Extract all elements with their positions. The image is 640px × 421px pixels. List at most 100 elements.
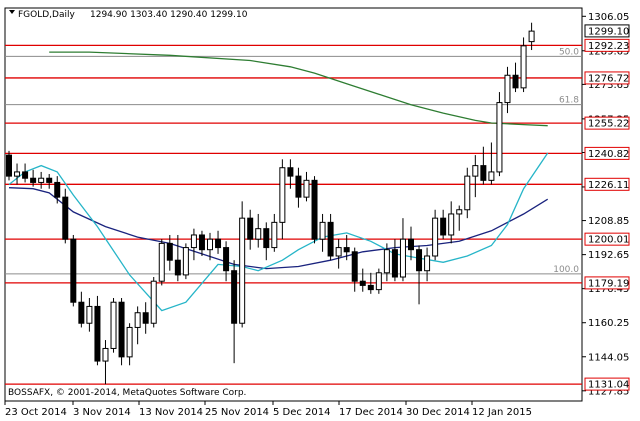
candle-body: [158, 242, 165, 282]
candle-body: [150, 280, 157, 324]
candle-body: [223, 247, 230, 272]
y-tick-label: 1176.45: [588, 284, 629, 295]
ohlc-readout: 1294.90 1303.40 1290.40 1299.10: [90, 10, 248, 20]
candlesticks: [6, 22, 535, 385]
x-tick-label: 5 Dec 2014: [273, 407, 331, 418]
sr-price-box: [584, 177, 630, 191]
candle-body: [110, 301, 117, 349]
moving-average-line: [49, 51, 548, 127]
candle-body: [102, 347, 109, 362]
sr-price-label: 1200.01: [588, 235, 629, 246]
current-price-label: 1299.10: [588, 26, 629, 37]
sr-price-box: [584, 146, 630, 160]
candle-body: [488, 171, 495, 181]
copyright-watermark: BOSSAFX, © 2001-2014, MetaQuotes Softwar…: [8, 388, 246, 398]
candle-body: [287, 167, 294, 177]
candle-body: [134, 312, 141, 328]
candle-body: [528, 30, 535, 43]
candle-body: [174, 259, 181, 276]
plot-area: [4, 7, 583, 402]
candle-body: [408, 238, 414, 251]
sr-price-box: [584, 232, 630, 246]
y-tick-label: 1306.05: [588, 12, 629, 23]
candle-body: [375, 272, 382, 291]
candle-body: [78, 301, 85, 324]
candle-body: [416, 249, 423, 272]
dropdown-triangle-icon[interactable]: [9, 10, 15, 14]
candle-body: [399, 238, 406, 278]
sr-price-box: [584, 116, 630, 130]
sr-price-label: 1292.23: [588, 41, 629, 52]
candle-body: [255, 228, 262, 240]
candle-body: [239, 217, 246, 324]
y-tick-label: 1273.65: [588, 80, 629, 91]
sr-price-label: 1131.04: [588, 380, 629, 391]
candle-body: [343, 247, 350, 253]
candle-body: [311, 179, 318, 240]
candle-body: [190, 234, 197, 249]
candle-body: [142, 312, 149, 324]
y-tick-label: 1192.65: [588, 250, 629, 261]
candle-body: [231, 270, 238, 324]
candle-body: [383, 249, 390, 274]
candle-body: [496, 102, 503, 173]
candle-body: [22, 171, 29, 179]
candle-body: [30, 177, 37, 183]
fib-level-label: 61.8: [559, 96, 579, 106]
sr-price-box: [584, 71, 630, 85]
candle-body: [247, 217, 254, 240]
sr-price-label: 1276.72: [588, 73, 629, 84]
x-tick-label: 30 Dec 2014: [406, 407, 470, 418]
current-price-box: [584, 24, 630, 38]
y-tick-label: 1160.25: [588, 318, 629, 329]
candle-body: [464, 175, 471, 211]
sr-price-label: 1226.11: [588, 180, 629, 191]
candle-body: [166, 242, 173, 261]
moving-averages: [8, 51, 549, 312]
candle-body: [6, 154, 12, 177]
candle-body: [335, 247, 342, 257]
candle-body: [215, 238, 222, 249]
x-tick-label: 3 Nov 2014: [73, 407, 131, 418]
x-tick-label: 12 Jan 2015: [472, 407, 532, 418]
x-tick-label: 17 Dec 2014: [339, 407, 403, 418]
fib-level-label: 100.0: [553, 265, 579, 275]
sr-price-box: [584, 377, 630, 391]
fib-level-label: 50.0: [559, 47, 579, 57]
candle-body: [351, 251, 358, 282]
candle-body: [14, 171, 21, 177]
sr-price-label: 1255.22: [588, 119, 629, 130]
candle-body: [263, 228, 270, 249]
candle-body: [38, 177, 45, 183]
candle-body: [520, 45, 527, 89]
y-tick-label: 1208.85: [588, 216, 629, 227]
chart-symbol: FGOLD,Daily: [18, 10, 75, 20]
candle-body: [207, 238, 213, 251]
moving-average-line: [8, 152, 549, 312]
y-axis: 1306.051289.651273.651257.251241.251224.…: [582, 12, 630, 397]
sr-price-box: [584, 276, 630, 290]
candle-body: [54, 181, 61, 198]
candle-body: [198, 234, 205, 251]
y-tick-label: 1144.05: [588, 352, 629, 363]
candle-body: [432, 217, 439, 257]
x-axis: 23 Oct 2014 3 Nov 2014 13 Nov 2014 25 Nov 2…: [4, 401, 532, 418]
y-tick-label: 1127.85: [588, 386, 629, 397]
sr-price-label: 1240.82: [588, 149, 629, 160]
candle-body: [367, 284, 374, 291]
candle-body: [118, 301, 125, 358]
candle-body: [271, 221, 278, 249]
candle-body: [424, 255, 431, 272]
candle-body: [359, 280, 366, 286]
candle-body: [327, 221, 334, 257]
candle-body: [440, 217, 447, 236]
fibonacci-levels: 50.0 61.8 100.0: [5, 47, 582, 275]
candle-body: [480, 165, 487, 181]
moving-average-line: [8, 187, 549, 270]
candle-body: [70, 238, 77, 303]
candle-body: [391, 249, 398, 278]
candle-body: [303, 179, 310, 198]
candle-body: [295, 175, 302, 198]
candle-body: [279, 167, 286, 223]
